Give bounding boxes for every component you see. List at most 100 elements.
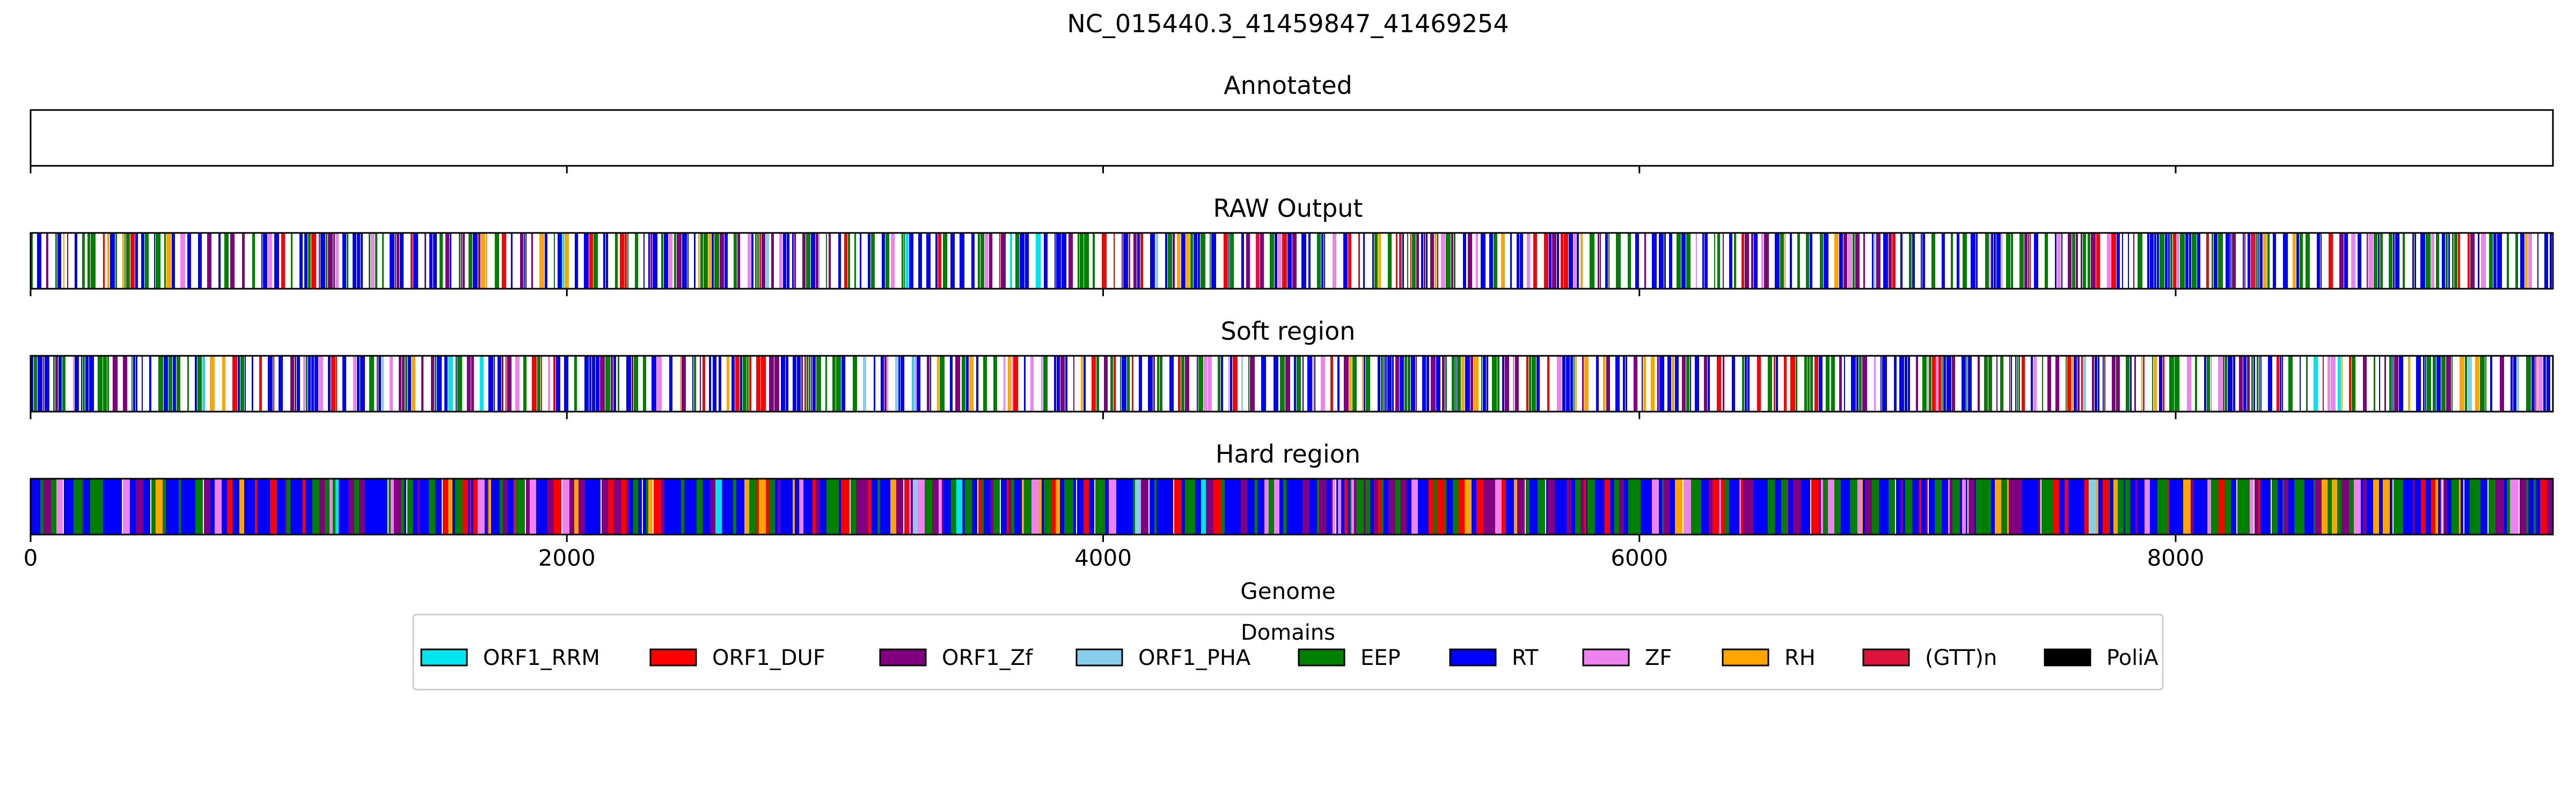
domain-bar: [735, 356, 740, 412]
domain-bar: [255, 479, 257, 535]
domain-bar: [1605, 233, 1608, 289]
domain-bar: [2253, 356, 2255, 412]
legend-entry: EEP: [1298, 646, 1401, 670]
domain-bar: [2260, 233, 2263, 289]
domain-bar: [801, 356, 803, 412]
domain-bar: [1723, 356, 1724, 412]
domain-bar: [2233, 356, 2235, 412]
domain-bar: [40, 479, 43, 535]
domain-bar: [668, 479, 675, 535]
domain-bar: [443, 479, 448, 535]
domain-bar: [2475, 356, 2479, 412]
domain-bar: [2260, 356, 2262, 412]
domain-bar: [1468, 233, 1472, 289]
legend-swatch: [879, 648, 927, 667]
domain-bar: [2107, 233, 2111, 289]
domain-bar: [2110, 479, 2113, 535]
domain-bar: [982, 479, 984, 535]
domain-bar: [376, 479, 378, 535]
track-frame: [30, 478, 2554, 536]
domain-bar: [333, 479, 335, 535]
domain-bar: [429, 233, 433, 289]
domain-bar: [232, 479, 239, 535]
domain-bar: [2389, 233, 2392, 289]
legend-entry: ORF1_PHA: [1075, 646, 1251, 670]
domain-bar: [55, 356, 58, 412]
domain-bar: [270, 479, 277, 535]
domain-bar: [1388, 233, 1392, 289]
domain-bar: [2001, 233, 2002, 289]
domain-bar: [133, 356, 135, 412]
domain-bar: [2194, 479, 2200, 535]
domain-bar: [1882, 356, 1887, 412]
domain-bar: [574, 356, 577, 412]
domain-bar: [2504, 479, 2507, 535]
domain-bar: [1358, 233, 1360, 289]
domain-bar: [2282, 356, 2283, 412]
domain-bar: [1233, 356, 1238, 412]
domain-bar: [166, 479, 168, 535]
domain-bar: [786, 479, 793, 535]
domain-bar: [2189, 233, 2191, 289]
domain-bar: [1908, 356, 1910, 412]
domain-bar: [1228, 479, 1235, 535]
domain-bar: [2018, 356, 2020, 412]
domain-bar: [319, 356, 323, 412]
domain-bar: [413, 233, 418, 289]
domain-bar: [43, 479, 51, 535]
domain-bar: [2436, 233, 2439, 289]
domain-bar: [359, 479, 364, 535]
domain-bar: [402, 356, 405, 412]
domain-bar: [1544, 233, 1548, 289]
domain-bar: [819, 233, 820, 289]
domain-bar: [2321, 233, 2322, 289]
domain-bar: [836, 356, 841, 412]
domain-bar: [2337, 479, 2341, 535]
domain-bar: [331, 356, 335, 412]
domain-bar: [299, 233, 303, 289]
domain-bar: [2431, 233, 2434, 289]
domain-bar: [809, 356, 810, 412]
domain-bar: [195, 356, 197, 412]
domain-bar: [1549, 233, 1552, 289]
domain-bar: [405, 356, 407, 412]
domain-bar: [1441, 233, 1445, 289]
domain-bar: [526, 479, 530, 535]
legend-label: EEP: [1360, 646, 1401, 670]
domain-bar: [2011, 233, 2013, 289]
domain-bar: [1995, 479, 2001, 535]
domain-bar: [1445, 356, 1447, 412]
domain-bar: [478, 479, 485, 535]
domain-bar: [1659, 479, 1662, 535]
domain-bar: [611, 356, 613, 412]
domain-bar: [1739, 479, 1741, 535]
domain-bar: [130, 233, 135, 289]
domain-bar: [303, 356, 305, 412]
domain-bar: [1463, 233, 1466, 289]
domain-bar: [2497, 233, 2502, 289]
domain-bar: [2272, 479, 2278, 535]
domain-bar: [98, 356, 103, 412]
domain-bar: [55, 233, 57, 289]
domain-bar: [353, 356, 356, 412]
domain-bar: [163, 479, 166, 535]
domain-bar: [2031, 479, 2038, 535]
domain-bar: [694, 233, 696, 289]
domain-bar: [799, 479, 803, 535]
domain-bar: [1681, 233, 1686, 289]
domain-bar: [222, 479, 227, 535]
domain-bar: [408, 356, 411, 412]
domain-bar: [2390, 479, 2392, 535]
domain-bar: [1282, 233, 1287, 289]
domain-bar: [589, 356, 591, 412]
domain-bar: [1255, 479, 1257, 535]
domain-bar: [339, 479, 342, 535]
domain-bar: [737, 233, 740, 289]
domain-bar: [2323, 356, 2324, 412]
domain-bar: [2451, 479, 2459, 535]
domain-bar: [880, 479, 887, 535]
domain-bar: [2088, 233, 2090, 289]
domain-bar: [1410, 233, 1411, 289]
domain-bar: [2363, 356, 2367, 412]
domain-bar: [507, 356, 511, 412]
